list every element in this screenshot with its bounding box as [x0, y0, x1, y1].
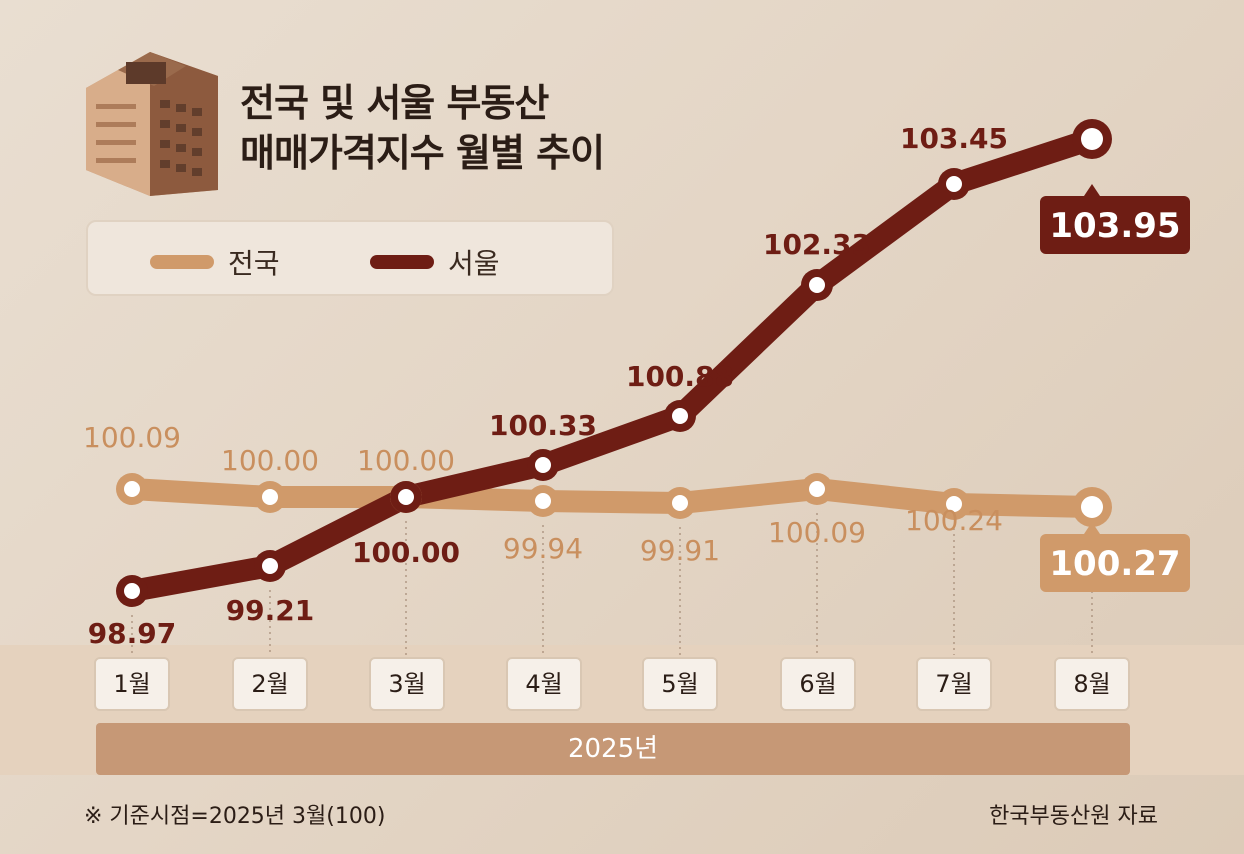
- year-label-bar: 2025년: [96, 723, 1130, 775]
- data-label-seoul: 100.33: [489, 409, 597, 442]
- series-line-seoul: [121, 128, 1103, 602]
- x-tick-label: 1월: [94, 657, 170, 711]
- source-note: 한국부동산원 자료: [989, 804, 1158, 829]
- data-label-national: 100.00: [221, 444, 319, 477]
- data-label-national: 99.94: [503, 532, 583, 565]
- data-label-seoul-final-pointer: [1084, 184, 1100, 196]
- point-national: [535, 493, 551, 509]
- title-line-2: 매매가격지수 월별 추이: [240, 131, 605, 175]
- data-label-seoul: 98.97: [88, 617, 177, 650]
- legend-item-seoul: 서울: [370, 242, 500, 282]
- x-tick-label: 2월: [232, 657, 308, 711]
- data-label-national: 100.09: [83, 421, 181, 454]
- legend-swatch-national: [150, 255, 214, 269]
- data-label-national: 99.91: [640, 534, 720, 567]
- legend-label-seoul: 서울: [448, 247, 500, 280]
- data-label-seoul: 102.33: [763, 228, 871, 261]
- apartment-building-icon: [86, 52, 218, 196]
- point-national: [809, 481, 825, 497]
- point-seoul: [535, 457, 551, 473]
- x-tick-label: 6월: [780, 657, 856, 711]
- data-label-national: 100.09: [768, 516, 866, 549]
- data-label-national: 100.24: [905, 504, 1003, 537]
- data-label-seoul: 103.45: [900, 122, 1008, 155]
- data-label-national: 100.00: [357, 444, 455, 477]
- chart-title: 전국 및 서울 부동산 매매가격지수 월별 추이: [240, 78, 605, 178]
- data-label-seoul-final-box: [1040, 196, 1190, 254]
- legend-item-national: 전국: [150, 242, 280, 282]
- x-tick-label: 3월: [369, 657, 445, 711]
- footnote: ※ 기준시점=2025년 3월(100): [84, 804, 386, 829]
- x-tick-label: 5월: [642, 657, 718, 711]
- data-label-national-final-pointer: [1084, 522, 1100, 534]
- point-national: [1081, 496, 1103, 518]
- legend-swatch-seoul: [370, 255, 434, 269]
- x-tick-label: 4월: [506, 657, 582, 711]
- point-national: [262, 489, 278, 505]
- data-label-seoul: 100.88: [626, 360, 734, 393]
- data-label-national-final: 100.27: [1049, 544, 1180, 584]
- data-label-seoul-final: 103.95: [1049, 206, 1180, 246]
- x-tick-label: 7월: [916, 657, 992, 711]
- data-label-seoul: 99.21: [226, 594, 315, 627]
- point-seoul: [809, 277, 825, 293]
- data-label-seoul: 100.00: [352, 536, 460, 569]
- x-tick-label: 8월: [1054, 657, 1130, 711]
- series-line-national: [121, 478, 1103, 518]
- point-national: [946, 496, 962, 512]
- point-national: [672, 495, 688, 511]
- title-line-1: 전국 및 서울 부동산: [240, 81, 549, 125]
- point-seoul: [1081, 128, 1103, 150]
- point-seoul: [398, 489, 414, 505]
- point-seoul: [124, 583, 140, 599]
- point-seoul: [262, 558, 278, 574]
- data-label-national-final-box: [1040, 534, 1190, 592]
- legend: 전국 서울: [86, 220, 614, 296]
- point-national: [124, 481, 140, 497]
- point-seoul: [672, 408, 688, 424]
- legend-label-national: 전국: [228, 247, 280, 280]
- point-seoul: [946, 176, 962, 192]
